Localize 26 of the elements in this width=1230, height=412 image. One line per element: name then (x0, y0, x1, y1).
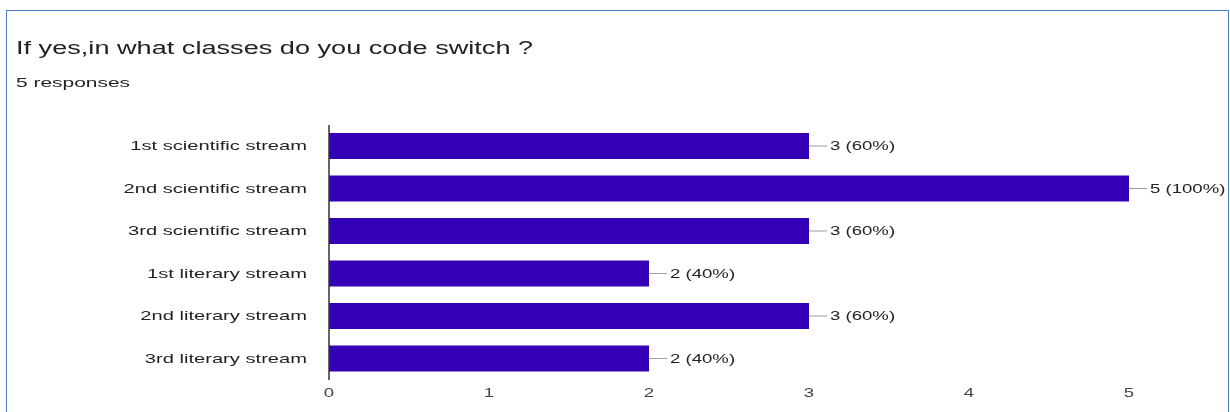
y-tick-label: 2nd literary stream (140, 308, 307, 324)
text: 5 responses (16, 75, 130, 90)
y-tick-label: 1st scientific stream (130, 138, 307, 154)
x-tick-label: 4 (963, 385, 975, 399)
data-label: 2 (40%) (670, 351, 736, 366)
bar (329, 133, 809, 159)
x-tick-label: 2 (643, 385, 655, 399)
bar (329, 345, 649, 372)
y-tick-label: 2nd scientific stream (123, 181, 307, 197)
data-label: 2 (40%) (670, 266, 736, 281)
data-label: 3 (60%) (830, 139, 896, 153)
bar (329, 218, 809, 244)
bar (329, 175, 1129, 202)
y-tick-label: 3rd scientific stream (128, 223, 307, 239)
bar (329, 260, 649, 287)
x-tick-label: 0 (323, 385, 335, 399)
x-tick-label: 1 (483, 385, 495, 399)
chart-title: If yes,in what classes do you code switch ? (16, 38, 534, 59)
y-tick-label: 1st literary stream (147, 266, 307, 282)
data-label: 3 (60%) (830, 224, 896, 238)
bar (329, 303, 809, 329)
x-tick-label: 5 (1123, 385, 1135, 399)
x-tick-label: 3 (803, 385, 815, 399)
data-label: 3 (60%) (830, 309, 896, 323)
y-tick-label: 3rd literary stream (144, 351, 307, 367)
data-label: 5 (100%) (1150, 181, 1226, 196)
